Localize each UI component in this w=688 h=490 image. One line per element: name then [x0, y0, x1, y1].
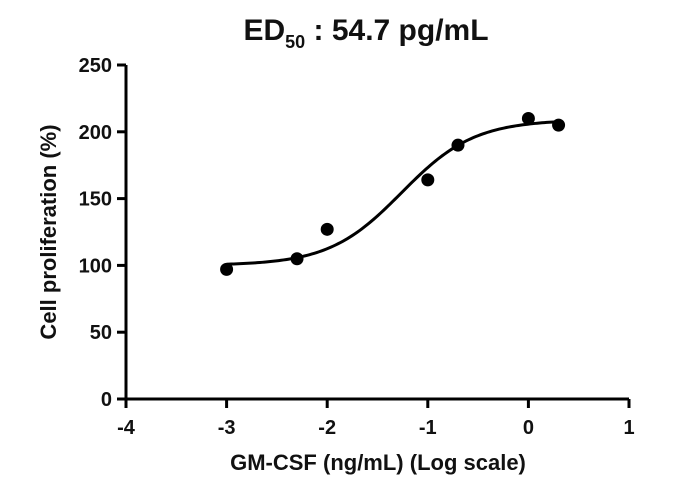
x-tick-label: -1 — [419, 417, 437, 439]
data-point — [421, 173, 435, 187]
data-point — [521, 111, 535, 125]
x-axis-ticks: -4 -3 -2 -1 0 1 — [117, 399, 635, 439]
x-tick-label: -4 — [117, 417, 136, 439]
chart-title-rest: : 54.7 pg/mL — [305, 14, 488, 47]
y-tick-label: 150 — [79, 189, 112, 211]
x-tick-label: 1 — [623, 417, 634, 439]
data-point — [320, 222, 334, 236]
y-tick-label: 250 — [79, 55, 112, 77]
x-tick-label: -3 — [218, 417, 236, 439]
y-tick-label: 100 — [79, 255, 112, 277]
y-axis-label: Cell proliferation (%) — [36, 124, 61, 339]
chart-title-subscript: 50 — [285, 32, 305, 52]
x-tick-label: 0 — [523, 417, 534, 439]
data-point — [220, 262, 234, 276]
y-tick-label: 200 — [79, 122, 112, 144]
data-point — [451, 138, 465, 152]
data-point — [290, 252, 304, 266]
x-axis-label: GM-CSF (ng/mL) (Log scale) — [230, 450, 526, 475]
y-tick-label: 0 — [101, 389, 112, 411]
chart-title-main: ED — [243, 14, 285, 47]
y-axis-ticks: 0 50 100 150 200 250 — [79, 55, 126, 411]
chart-title: ED50 : 54.7 pg/mL — [243, 14, 488, 52]
x-tick-label: -2 — [318, 417, 336, 439]
fit-curve — [226, 120, 559, 266]
data-points — [220, 111, 566, 276]
y-tick-label: 50 — [90, 322, 112, 344]
data-point — [552, 118, 566, 132]
